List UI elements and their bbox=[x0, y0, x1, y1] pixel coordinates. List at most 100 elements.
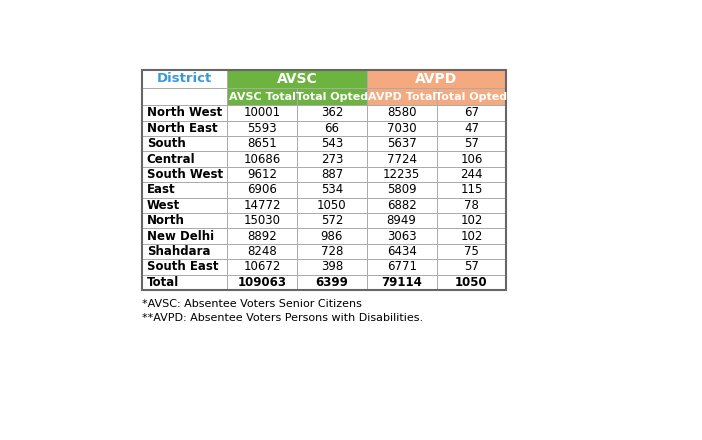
Text: 57: 57 bbox=[464, 137, 479, 150]
Text: 6882: 6882 bbox=[387, 199, 416, 212]
Bar bbox=[142, 70, 506, 290]
Text: Total Opted: Total Opted bbox=[296, 92, 368, 102]
Bar bbox=[437, 182, 506, 198]
Text: 8892: 8892 bbox=[247, 230, 277, 242]
Text: 244: 244 bbox=[460, 168, 483, 181]
Text: 273: 273 bbox=[321, 153, 343, 165]
Text: 7030: 7030 bbox=[387, 122, 416, 135]
Text: 5809: 5809 bbox=[387, 183, 416, 196]
Text: 7724: 7724 bbox=[387, 153, 416, 165]
Text: 5593: 5593 bbox=[247, 122, 277, 135]
Text: 362: 362 bbox=[321, 106, 343, 119]
Text: 8580: 8580 bbox=[387, 106, 416, 119]
Bar bbox=[437, 259, 506, 275]
Text: 102: 102 bbox=[461, 230, 482, 242]
Text: District: District bbox=[157, 73, 212, 85]
Bar bbox=[227, 70, 366, 88]
Text: 986: 986 bbox=[321, 230, 343, 242]
Text: South West: South West bbox=[147, 168, 223, 181]
Bar bbox=[297, 136, 366, 151]
Text: **AVPD: Absentee Voters Persons with Disabilities.: **AVPD: Absentee Voters Persons with Dis… bbox=[142, 313, 423, 323]
Bar bbox=[227, 88, 297, 105]
Text: AVSC Total: AVSC Total bbox=[229, 92, 296, 102]
Text: 115: 115 bbox=[461, 183, 482, 196]
Text: 8949: 8949 bbox=[387, 214, 416, 227]
Bar bbox=[142, 151, 227, 167]
Text: 1050: 1050 bbox=[317, 199, 347, 212]
Text: 6434: 6434 bbox=[387, 245, 416, 258]
Bar bbox=[227, 121, 297, 136]
Bar bbox=[366, 259, 437, 275]
Bar bbox=[227, 136, 297, 151]
Bar bbox=[297, 228, 366, 244]
Bar bbox=[437, 275, 506, 290]
Bar bbox=[366, 244, 437, 259]
Bar bbox=[227, 182, 297, 198]
Text: 102: 102 bbox=[461, 214, 482, 227]
Bar bbox=[142, 259, 227, 275]
Text: 398: 398 bbox=[321, 260, 343, 273]
Bar bbox=[437, 136, 506, 151]
Bar bbox=[297, 259, 366, 275]
Text: 12235: 12235 bbox=[383, 168, 420, 181]
Bar bbox=[227, 198, 297, 213]
Text: Shahdara: Shahdara bbox=[147, 245, 210, 258]
Bar bbox=[227, 167, 297, 182]
Bar bbox=[142, 198, 227, 213]
Text: 10686: 10686 bbox=[244, 153, 281, 165]
Bar bbox=[227, 105, 297, 121]
Text: North West: North West bbox=[147, 106, 222, 119]
Bar bbox=[297, 244, 366, 259]
Bar bbox=[366, 182, 437, 198]
Text: 9612: 9612 bbox=[247, 168, 277, 181]
Bar bbox=[437, 151, 506, 167]
Text: 6771: 6771 bbox=[387, 260, 416, 273]
Text: 106: 106 bbox=[461, 153, 482, 165]
Bar bbox=[227, 228, 297, 244]
Bar bbox=[142, 167, 227, 182]
Bar bbox=[142, 275, 227, 290]
Text: 78: 78 bbox=[464, 199, 479, 212]
Text: 1050: 1050 bbox=[455, 276, 488, 289]
Bar bbox=[366, 198, 437, 213]
Text: 8651: 8651 bbox=[247, 137, 277, 150]
Text: 47: 47 bbox=[464, 122, 479, 135]
Bar bbox=[297, 167, 366, 182]
Text: *AVSC: Absentee Voters Senior Citizens: *AVSC: Absentee Voters Senior Citizens bbox=[142, 299, 362, 309]
Bar bbox=[142, 213, 227, 228]
Text: 10001: 10001 bbox=[244, 106, 281, 119]
Bar bbox=[227, 151, 297, 167]
Bar bbox=[366, 213, 437, 228]
Bar bbox=[437, 105, 506, 121]
Text: 109063: 109063 bbox=[237, 276, 286, 289]
Bar bbox=[142, 70, 227, 88]
Bar bbox=[142, 121, 227, 136]
Bar bbox=[366, 136, 437, 151]
Text: 67: 67 bbox=[464, 106, 479, 119]
Text: 79114: 79114 bbox=[381, 276, 422, 289]
Text: South East: South East bbox=[147, 260, 218, 273]
Bar bbox=[297, 121, 366, 136]
Bar bbox=[297, 275, 366, 290]
Text: West: West bbox=[147, 199, 180, 212]
Bar bbox=[142, 136, 227, 151]
Text: 534: 534 bbox=[321, 183, 343, 196]
Text: 5637: 5637 bbox=[387, 137, 416, 150]
Bar bbox=[437, 228, 506, 244]
Bar bbox=[142, 182, 227, 198]
Text: 6906: 6906 bbox=[247, 183, 277, 196]
Bar bbox=[366, 151, 437, 167]
Bar bbox=[297, 88, 366, 105]
Text: South: South bbox=[147, 137, 185, 150]
Text: 6399: 6399 bbox=[315, 276, 348, 289]
Bar bbox=[437, 198, 506, 213]
Text: East: East bbox=[147, 183, 176, 196]
Text: Total: Total bbox=[147, 276, 179, 289]
Bar bbox=[227, 275, 297, 290]
Bar bbox=[437, 244, 506, 259]
Text: 57: 57 bbox=[464, 260, 479, 273]
Bar bbox=[366, 88, 437, 105]
Text: 572: 572 bbox=[321, 214, 343, 227]
Bar bbox=[227, 259, 297, 275]
Bar bbox=[437, 213, 506, 228]
